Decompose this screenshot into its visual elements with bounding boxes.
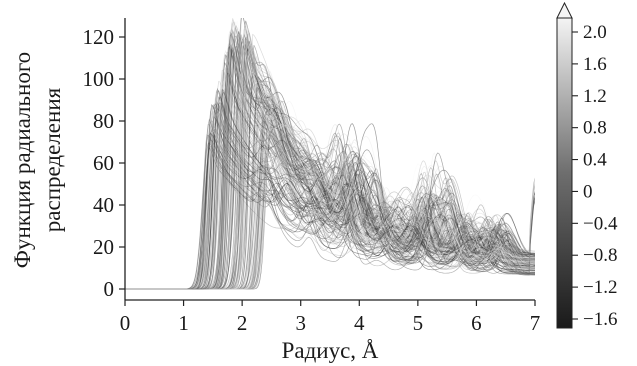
colorbar-tick-label: 1.2 bbox=[583, 86, 607, 107]
colorbar-tick-label: −1.6 bbox=[583, 309, 617, 330]
y-tick-label: 0 bbox=[104, 277, 115, 301]
x-tick-label: 5 bbox=[413, 311, 424, 335]
colorbar-extend-arrow bbox=[557, 3, 572, 18]
x-tick-label: 7 bbox=[530, 311, 541, 335]
colorbar-ticks: 2.0 1.6 1.2 0.8 0.4 0 −0.4 −0.8 −1.2 −1.6 bbox=[572, 22, 618, 330]
colorbar-tick-label: −0.4 bbox=[583, 213, 618, 234]
y-axis-label-line-1: Функция радиального bbox=[10, 52, 35, 268]
y-tick-label: 40 bbox=[93, 193, 114, 217]
x-tick-label: 2 bbox=[237, 311, 248, 335]
colorbar-tick-label: −1.2 bbox=[583, 277, 617, 298]
colorbar-tick-label: 1.6 bbox=[583, 54, 607, 75]
colorbar-tick-label: 0 bbox=[583, 181, 593, 202]
y-tick-label: 60 bbox=[93, 151, 114, 175]
x-tick-label: 0 bbox=[120, 311, 131, 335]
x-tick-label: 3 bbox=[295, 311, 306, 335]
y-tick-label: 100 bbox=[83, 67, 115, 91]
y-tick-label: 20 bbox=[93, 235, 114, 259]
x-tick-label: 1 bbox=[178, 311, 189, 335]
colorbar-tick-label: 0.8 bbox=[583, 118, 607, 139]
colorbar: 2.0 1.6 1.2 0.8 0.4 0 −0.4 −0.8 −1.2 −1.6 bbox=[557, 3, 618, 330]
x-axis-label: Радиус, Å bbox=[282, 338, 379, 363]
y-tick-label: 80 bbox=[93, 109, 114, 133]
y-ticks: 0 20 40 60 80 100 120 bbox=[83, 25, 126, 301]
y-axis-label-line-2: распределения bbox=[40, 87, 65, 232]
colorbar-tick-label: 0.4 bbox=[583, 150, 607, 171]
y-axis-label: Функция радиального распределения bbox=[10, 52, 65, 268]
x-tick-label: 4 bbox=[354, 311, 365, 335]
colorbar-gradient bbox=[557, 18, 572, 328]
rdf-curves bbox=[125, 12, 536, 289]
x-tick-label: 6 bbox=[471, 311, 482, 335]
colorbar-tick-label: 2.0 bbox=[583, 22, 607, 43]
y-tick-label: 120 bbox=[83, 25, 115, 49]
colorbar-tick-label: −0.8 bbox=[583, 245, 617, 266]
x-ticks: 0 1 2 3 4 5 6 7 bbox=[120, 300, 541, 335]
